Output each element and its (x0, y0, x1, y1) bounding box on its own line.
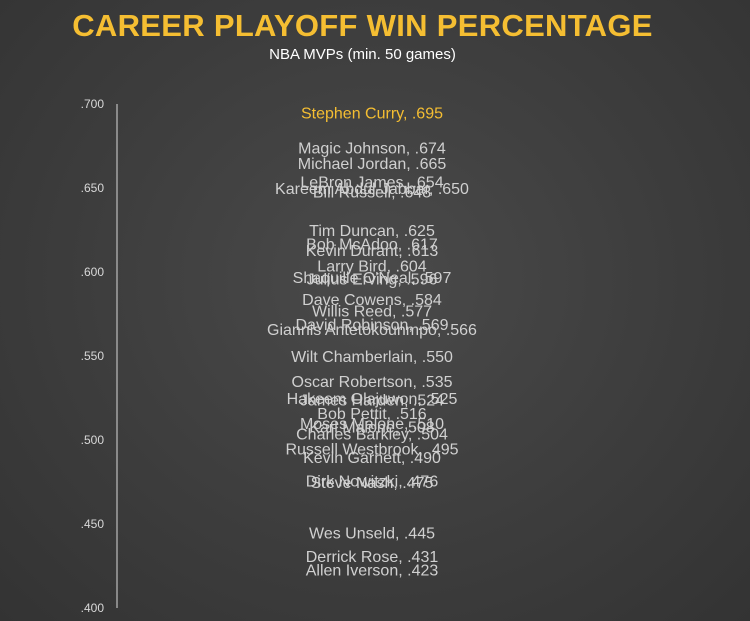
y-tick-label: .600 (81, 265, 105, 279)
data-label: LeBron James, .654 (300, 174, 443, 191)
chart-subtitle: NBA MVPs (min. 50 games) (269, 46, 456, 63)
data-label: Bill Russell, .648 (313, 184, 431, 201)
data-label: Hakeem Olajuwon, .525 (287, 391, 458, 408)
data-label: Wes Unseld, .445 (309, 525, 435, 542)
y-tick-label: .500 (81, 433, 105, 447)
data-label: Magic Johnson, .674 (298, 141, 446, 158)
data-label: Derrick Rose, .431 (306, 549, 439, 566)
y-tick-label: .550 (81, 349, 105, 363)
data-label: David Robinson, .569 (296, 317, 449, 334)
data-label: Moses Malone, .510 (300, 416, 444, 433)
data-label: Charles Barkley, .504 (296, 426, 448, 443)
data-label: Dirk Nowitzki, .476 (306, 473, 439, 490)
data-label: Wilt Chamberlain, .550 (291, 349, 453, 366)
y-tick-label: .700 (81, 97, 105, 111)
data-label: Kareem Abdul-Jabbar, .650 (275, 181, 469, 198)
data-labels: Stephen Curry, .695 Magic Johnson, .674Mi… (267, 105, 477, 579)
data-label: Larry Bird, .604 (317, 258, 426, 275)
chart-title: CAREER PLAYOFF WIN PERCENTAGE (72, 8, 653, 43)
y-tick-label: .650 (81, 181, 105, 195)
data-label: Dave Cowens, .584 (302, 292, 442, 309)
data-label: Bob Pettit, .516 (317, 406, 427, 423)
data-label: Kevin Garnett, .490 (303, 450, 441, 467)
data-label: Giannis Antetokounmpo, .566 (267, 322, 477, 339)
data-label: Tim Duncan, .625 (309, 223, 435, 240)
y-tick-label: .400 (81, 601, 105, 615)
data-label: Allen Iverson, .423 (306, 562, 439, 579)
data-label: Bob McAdoo, .617 (306, 236, 438, 253)
data-label: James Harden, .524 (300, 393, 444, 410)
data-label: Russell Westbrook, .495 (285, 441, 458, 458)
data-label: Stephen Curry, .695 (301, 105, 443, 122)
data-label: Shaquille O'Neal, .597 (293, 270, 452, 287)
y-tick-label: .450 (81, 517, 105, 531)
y-axis-ticks: .700 .650 .600 .550 .500 .450 .400 (81, 97, 105, 615)
data-label: Julius Erving, .596 (307, 272, 438, 289)
data-label: Karl Malone, .508 (309, 420, 435, 437)
data-label: Oscar Robertson, .535 (292, 374, 453, 391)
data-label: Kevin Durant, .613 (306, 243, 439, 260)
data-label: Steve Nash, .475 (311, 475, 434, 492)
data-label: Michael Jordan, .665 (298, 156, 447, 173)
data-label: Willis Reed, .577 (312, 304, 432, 321)
